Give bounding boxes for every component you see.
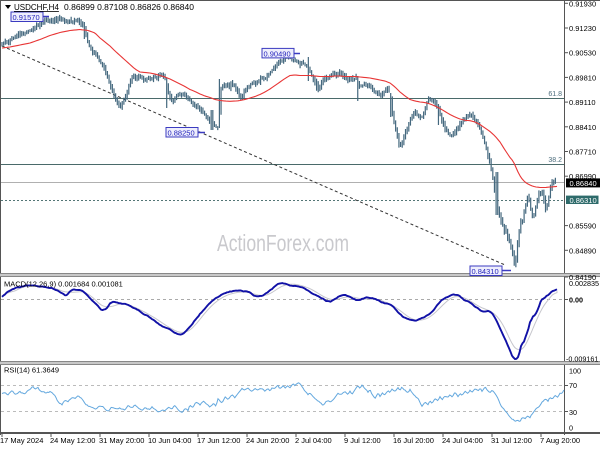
svg-text:0.84890: 0.84890 [569,246,596,255]
svg-text:31 May 20:00: 31 May 20:00 [99,436,144,445]
svg-text:0.85590: 0.85590 [569,222,596,231]
svg-text:70: 70 [569,381,577,390]
svg-text:31 Jul 12:00: 31 Jul 12:00 [491,436,532,445]
svg-text:24 Jul 04:00: 24 Jul 04:00 [442,436,483,445]
svg-text:0.84310: 0.84310 [472,267,499,276]
svg-text:24 May 12:00: 24 May 12:00 [50,436,95,445]
svg-text:16 Jul 20:00: 16 Jul 20:00 [393,436,434,445]
svg-text:0.00: 0.00 [569,296,583,305]
svg-text:17 May 2024: 17 May 2024 [0,436,43,445]
svg-text:-0.009161: -0.009161 [566,355,598,364]
svg-text:7 Aug 20:00: 7 Aug 20:00 [540,436,580,445]
svg-text:30: 30 [569,408,577,417]
svg-text:24 Jun 20:00: 24 Jun 20:00 [246,436,289,445]
svg-text:0.88250: 0.88250 [168,129,195,138]
svg-text:0.91570: 0.91570 [13,13,40,22]
svg-text:61.8: 61.8 [548,91,562,98]
svg-text:0.002835: 0.002835 [569,279,599,288]
svg-text:0.86899 0.87108 0.86826 0.8684: 0.86899 0.87108 0.86826 0.86840 [64,2,194,12]
svg-text:0.91230: 0.91230 [569,24,596,33]
svg-text:USDCHF,H4: USDCHF,H4 [14,3,59,12]
svg-text:0.91930: 0.91930 [569,0,596,8]
svg-text:10 Jun 04:00: 10 Jun 04:00 [148,436,191,445]
svg-text:0.86310: 0.86310 [570,196,597,205]
svg-text:0.89810: 0.89810 [569,73,596,82]
svg-text:0.90530: 0.90530 [569,49,596,58]
svg-text:0.90490: 0.90490 [264,49,291,58]
svg-text:0.89110: 0.89110 [569,98,596,107]
svg-text:0.86840: 0.86840 [570,179,597,188]
svg-text:0.86990: 0.86990 [569,172,596,181]
svg-text:38.2: 38.2 [548,157,562,164]
svg-text:9 Jul 12:00: 9 Jul 12:00 [344,436,381,445]
svg-text:17 Jun 12:00: 17 Jun 12:00 [197,436,240,445]
svg-text:MACD(12,26,9) 0.001684 0.00108: MACD(12,26,9) 0.001684 0.001081 [4,280,123,289]
svg-text:ActionForex.com: ActionForex.com [217,230,349,256]
svg-text:0.87710: 0.87710 [569,148,596,157]
svg-text:0: 0 [569,424,573,433]
svg-text:RSI(14) 61.3649: RSI(14) 61.3649 [4,366,59,375]
svg-text:100: 100 [569,367,581,376]
svg-text:2 Jul 04:00: 2 Jul 04:00 [295,436,332,445]
svg-text:0.88410: 0.88410 [569,123,596,132]
svg-text:0.84190: 0.84190 [569,273,596,282]
